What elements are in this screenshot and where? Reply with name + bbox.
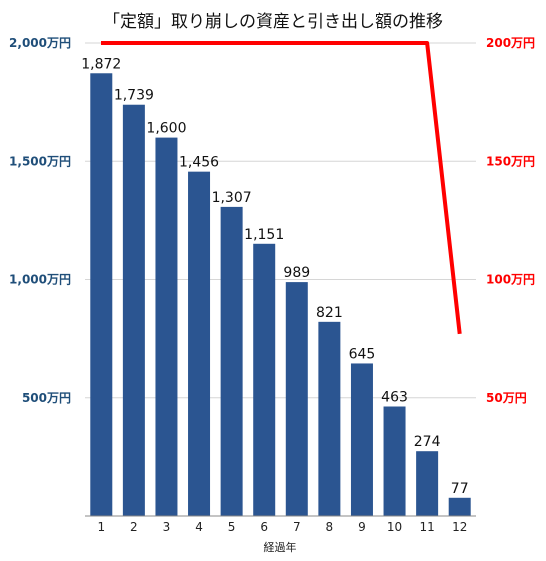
bar bbox=[90, 73, 113, 516]
right-tick-label: 50万円 bbox=[486, 391, 527, 405]
x-tick-label: 3 bbox=[163, 520, 171, 534]
x-tick-label: 10 bbox=[387, 520, 402, 534]
bar-data-label: 989 bbox=[283, 265, 310, 281]
bar-data-label: 1,307 bbox=[212, 190, 252, 206]
right-tick-label: 200万円 bbox=[486, 36, 535, 50]
bar bbox=[122, 104, 145, 516]
x-tick-label: 8 bbox=[326, 520, 334, 534]
bar bbox=[285, 282, 308, 516]
chart-title: 「定額」取り崩しの資産と引き出し額の推移 bbox=[103, 12, 443, 32]
bar bbox=[448, 497, 471, 516]
bar bbox=[155, 137, 178, 516]
x-tick-label: 4 bbox=[195, 520, 203, 534]
x-axis-ticks: 1 2 3 4 5 6 7 8 9 10 11 12 bbox=[97, 520, 467, 534]
bar-data-label: 645 bbox=[349, 346, 376, 362]
x-tick-label: 9 bbox=[358, 520, 366, 534]
left-axis-ticks: 500万円 1,000万円 1,500万円 2,000万円 bbox=[9, 36, 71, 405]
x-tick-label: 11 bbox=[419, 520, 434, 534]
bar bbox=[383, 406, 406, 516]
data-labels: 1,872 1,739 1,600 1,456 1,307 1,151 989 821 645 4… bbox=[81, 56, 468, 497]
x-tick-label: 12 bbox=[452, 520, 467, 534]
bar-data-label: 1,151 bbox=[244, 227, 284, 243]
left-tick-label: 1,000万円 bbox=[9, 273, 71, 287]
x-tick-label: 6 bbox=[260, 520, 268, 534]
bar bbox=[220, 206, 243, 516]
bar-data-label: 77 bbox=[451, 481, 469, 497]
bar bbox=[318, 321, 341, 516]
bar-data-label: 1,456 bbox=[179, 155, 219, 171]
bar-data-label: 1,600 bbox=[146, 121, 186, 137]
withdrawal-line bbox=[101, 41, 462, 335]
right-tick-label: 150万円 bbox=[486, 154, 535, 168]
bar bbox=[350, 363, 373, 516]
x-tick-label: 5 bbox=[228, 520, 236, 534]
bar-data-label: 463 bbox=[381, 390, 408, 406]
x-tick-label: 7 bbox=[293, 520, 301, 534]
left-tick-label: 2,000万円 bbox=[9, 36, 71, 50]
bar bbox=[188, 171, 211, 516]
right-axis-ticks: 50万円 100万円 150万円 200万円 bbox=[486, 36, 535, 405]
x-tick-label: 1 bbox=[97, 520, 105, 534]
left-tick-label: 1,500万円 bbox=[9, 154, 71, 168]
bar-data-label: 1,872 bbox=[81, 56, 121, 72]
right-tick-label: 100万円 bbox=[486, 273, 535, 287]
bar-data-label: 1,739 bbox=[114, 88, 154, 104]
x-tick-label: 2 bbox=[130, 520, 138, 534]
x-axis-label: 経過年 bbox=[264, 540, 297, 554]
left-tick-label: 500万円 bbox=[22, 391, 71, 405]
line-series bbox=[101, 41, 462, 335]
bar-series bbox=[90, 73, 471, 516]
bar bbox=[416, 451, 439, 516]
bar-data-label: 821 bbox=[316, 305, 343, 321]
bar-data-label: 274 bbox=[414, 434, 441, 450]
bar bbox=[253, 243, 276, 516]
